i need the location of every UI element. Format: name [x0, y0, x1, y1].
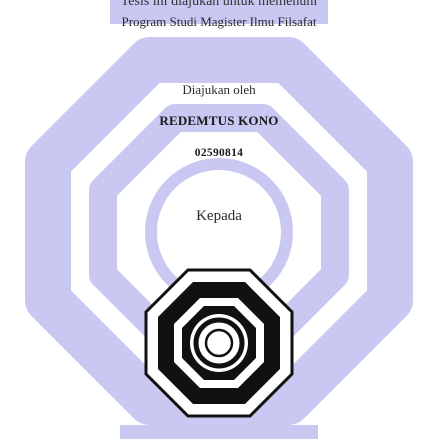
recipient-label: Kepada [196, 208, 242, 224]
logo-inner-ring [193, 317, 245, 369]
submitted-by-label: Diajukan oleh [182, 82, 256, 97]
program-name: Program Studi Magister Ilmu Filsafat [121, 14, 317, 29]
watermark-top-cap [110, 0, 328, 24]
student-id: 02590814 [194, 147, 244, 159]
watermark-bottom-strip [120, 425, 318, 439]
logo-center-circle [204, 328, 234, 358]
watermark-outer-octagon [25, 37, 413, 425]
author-name: REDEMTUS KONO [159, 113, 279, 128]
header-partial-text: Tesis ini diajukan untuk memenuhi [120, 0, 318, 9]
university-logo [144, 268, 294, 418]
